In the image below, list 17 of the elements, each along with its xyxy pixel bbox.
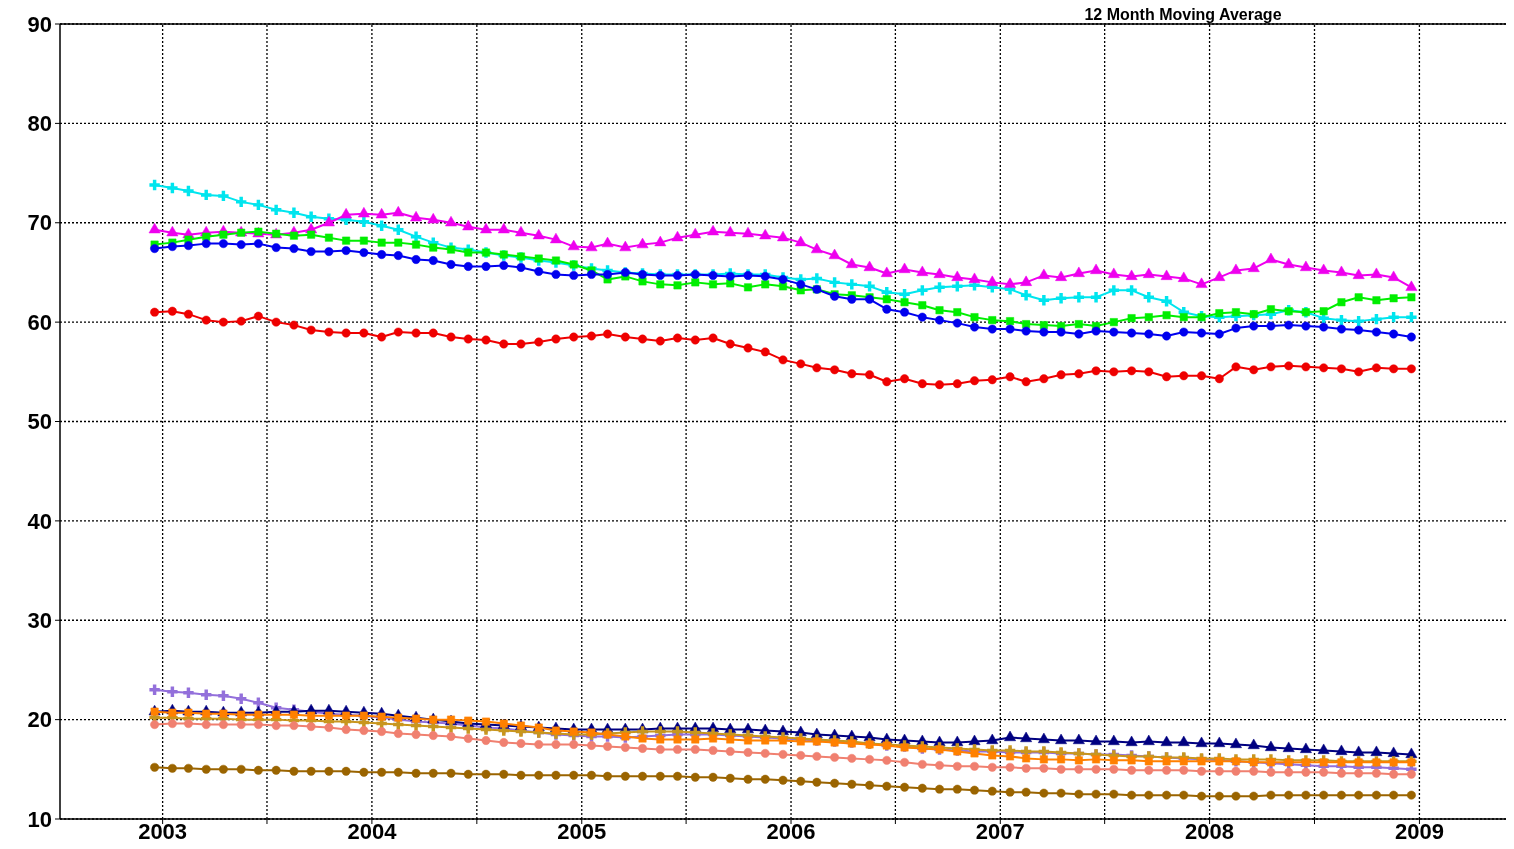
x-tick-label: 2006 <box>766 819 816 844</box>
y-tick-label: 30 <box>27 607 52 633</box>
y-tick-label: 90 <box>27 11 52 37</box>
x-tick-label: 2003 <box>138 819 188 844</box>
x-tick-label: 2005 <box>557 819 607 844</box>
x-tick-label: 2007 <box>975 819 1025 844</box>
y-tick-label: 10 <box>27 806 52 832</box>
x-tick-label: 2008 <box>1185 819 1235 844</box>
y-tick-label: 40 <box>27 508 52 534</box>
y-tick-label: 60 <box>27 309 52 335</box>
y-tick-label: 70 <box>27 210 52 236</box>
y-tick-label: 50 <box>27 409 52 435</box>
x-tick-label: 2004 <box>347 819 398 844</box>
y-tick-label: 20 <box>27 707 52 733</box>
chart-title: 12 Month Moving Average <box>1084 6 1282 23</box>
y-tick-label: 80 <box>27 111 52 137</box>
x-tick-label: 2009 <box>1394 819 1444 844</box>
